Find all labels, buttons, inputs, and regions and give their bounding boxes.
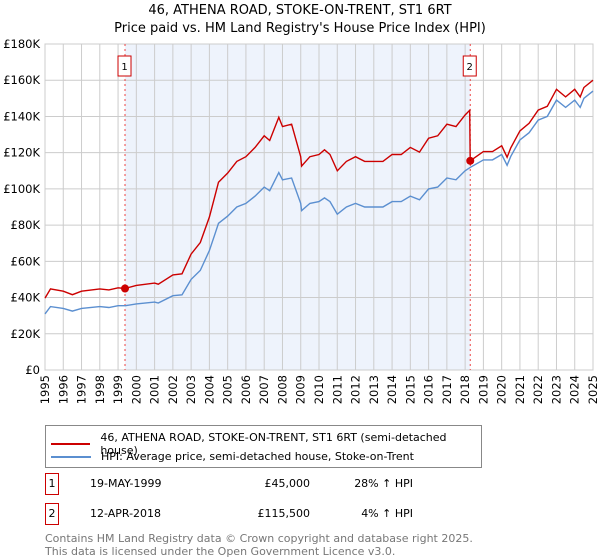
x-tick-label: 1995 (38, 375, 52, 404)
y-tick-label: £20K (11, 327, 41, 341)
x-tick-label: 2007 (257, 375, 271, 404)
sale-row-1: 1 19-MAY-1999 £45,000 28% ↑ HPI (45, 473, 445, 495)
sale-date: 19-MAY-1999 (90, 477, 162, 490)
x-tick-label: 1996 (56, 375, 70, 404)
legend-hpi: HPI: Average price, semi-detached house,… (101, 450, 414, 463)
footer: Contains HM Land Registry data © Crown c… (45, 532, 473, 558)
x-tick-label: 2001 (148, 375, 162, 404)
y-tick-label: £120K (3, 146, 40, 160)
sale-price: £45,000 (264, 477, 311, 490)
sale-marker-box (117, 55, 132, 77)
y-tick-label: £40K (11, 291, 41, 305)
y-tick-label: £0 (25, 363, 40, 377)
y-tick-label: £80K (11, 218, 41, 232)
x-tick-label: 1997 (75, 375, 89, 404)
x-tick-label: 2013 (367, 375, 381, 404)
x-tick-label: 2006 (239, 375, 253, 404)
x-tick-label: 1999 (111, 375, 125, 404)
x-tick-label: 2016 (422, 375, 436, 404)
price-chart: £0 £20K £40K £60K £80K £100K £120K £140K £160K £1… (3, 37, 600, 404)
x-tick-label: 2022 (531, 375, 545, 404)
x-tick-label: 2010 (312, 375, 326, 404)
sale-hpi: 28% ↑ HPI (354, 477, 413, 490)
x-tick-label: 2002 (166, 375, 180, 404)
x-tick-label: 2004 (202, 375, 216, 404)
legend: 46, ATHENA ROAD, STOKE-ON-TRENT, ST1 6RT… (45, 425, 482, 468)
sale-hpi: 4% ↑ HPI (361, 507, 413, 520)
x-tick-label: 2009 (294, 375, 308, 404)
x-tick-label: 2025 (586, 375, 600, 404)
sale-marker-label: 2 (467, 62, 473, 73)
sale-marker-box (462, 55, 477, 77)
x-tick-label: 2018 (458, 375, 472, 404)
x-tick-label: 2021 (513, 375, 527, 404)
x-tick-label: 2008 (275, 375, 289, 404)
y-tick-label: £180K (3, 37, 40, 51)
series-line (44, 79, 594, 299)
x-tick-label: 1998 (93, 375, 107, 404)
x-tick-label: 2015 (403, 375, 417, 404)
x-tick-label: 2012 (349, 375, 363, 404)
x-tick-label: 2014 (385, 375, 399, 404)
x-tick-label: 2020 (495, 375, 509, 404)
series-line (44, 90, 594, 315)
sale-marker-label: 1 (121, 62, 127, 73)
sale-date: 12-APR-2018 (90, 507, 162, 520)
y-tick-label: £160K (3, 73, 40, 87)
footer-line-1: Contains HM Land Registry data © Crown c… (45, 532, 473, 545)
x-tick-label: 2011 (330, 375, 344, 404)
sale-row-2: 2 12-APR-2018 £115,500 4% ↑ HPI (45, 503, 445, 525)
x-tick-label: 2019 (476, 375, 490, 404)
shaded-region (125, 44, 471, 370)
legend-blue-line (51, 455, 91, 458)
sale-price: £115,500 (257, 507, 311, 520)
y-tick-label: £60K (11, 254, 41, 268)
x-tick-label: 2005 (221, 375, 235, 404)
legend-property: 46, ATHENA ROAD, STOKE-ON-TRENT, ST1 6RT… (100, 431, 447, 457)
x-tick-label: 2003 (184, 375, 198, 404)
plot-border (44, 43, 594, 371)
y-tick-label: £140K (3, 109, 40, 123)
y-tick-label: £100K (3, 182, 40, 196)
chart-subtitle: Price paid vs. HM Land Registry's House … (114, 21, 486, 36)
sale-point (121, 284, 130, 293)
chart-title: 46, ATHENA ROAD, STOKE-ON-TRENT, ST1 6RT (148, 3, 452, 18)
x-tick-label: 2024 (568, 375, 582, 404)
legend-red-line (51, 443, 91, 445)
x-tick-label: 2017 (440, 375, 454, 404)
x-tick-label: 2000 (129, 375, 143, 404)
footer-line-2: This data is licensed under the Open Gov… (45, 545, 396, 558)
sale-badge: 1 (45, 473, 59, 495)
sale-badge: 2 (45, 503, 59, 525)
sale-point (466, 156, 475, 165)
x-tick-label: 2023 (549, 375, 563, 404)
